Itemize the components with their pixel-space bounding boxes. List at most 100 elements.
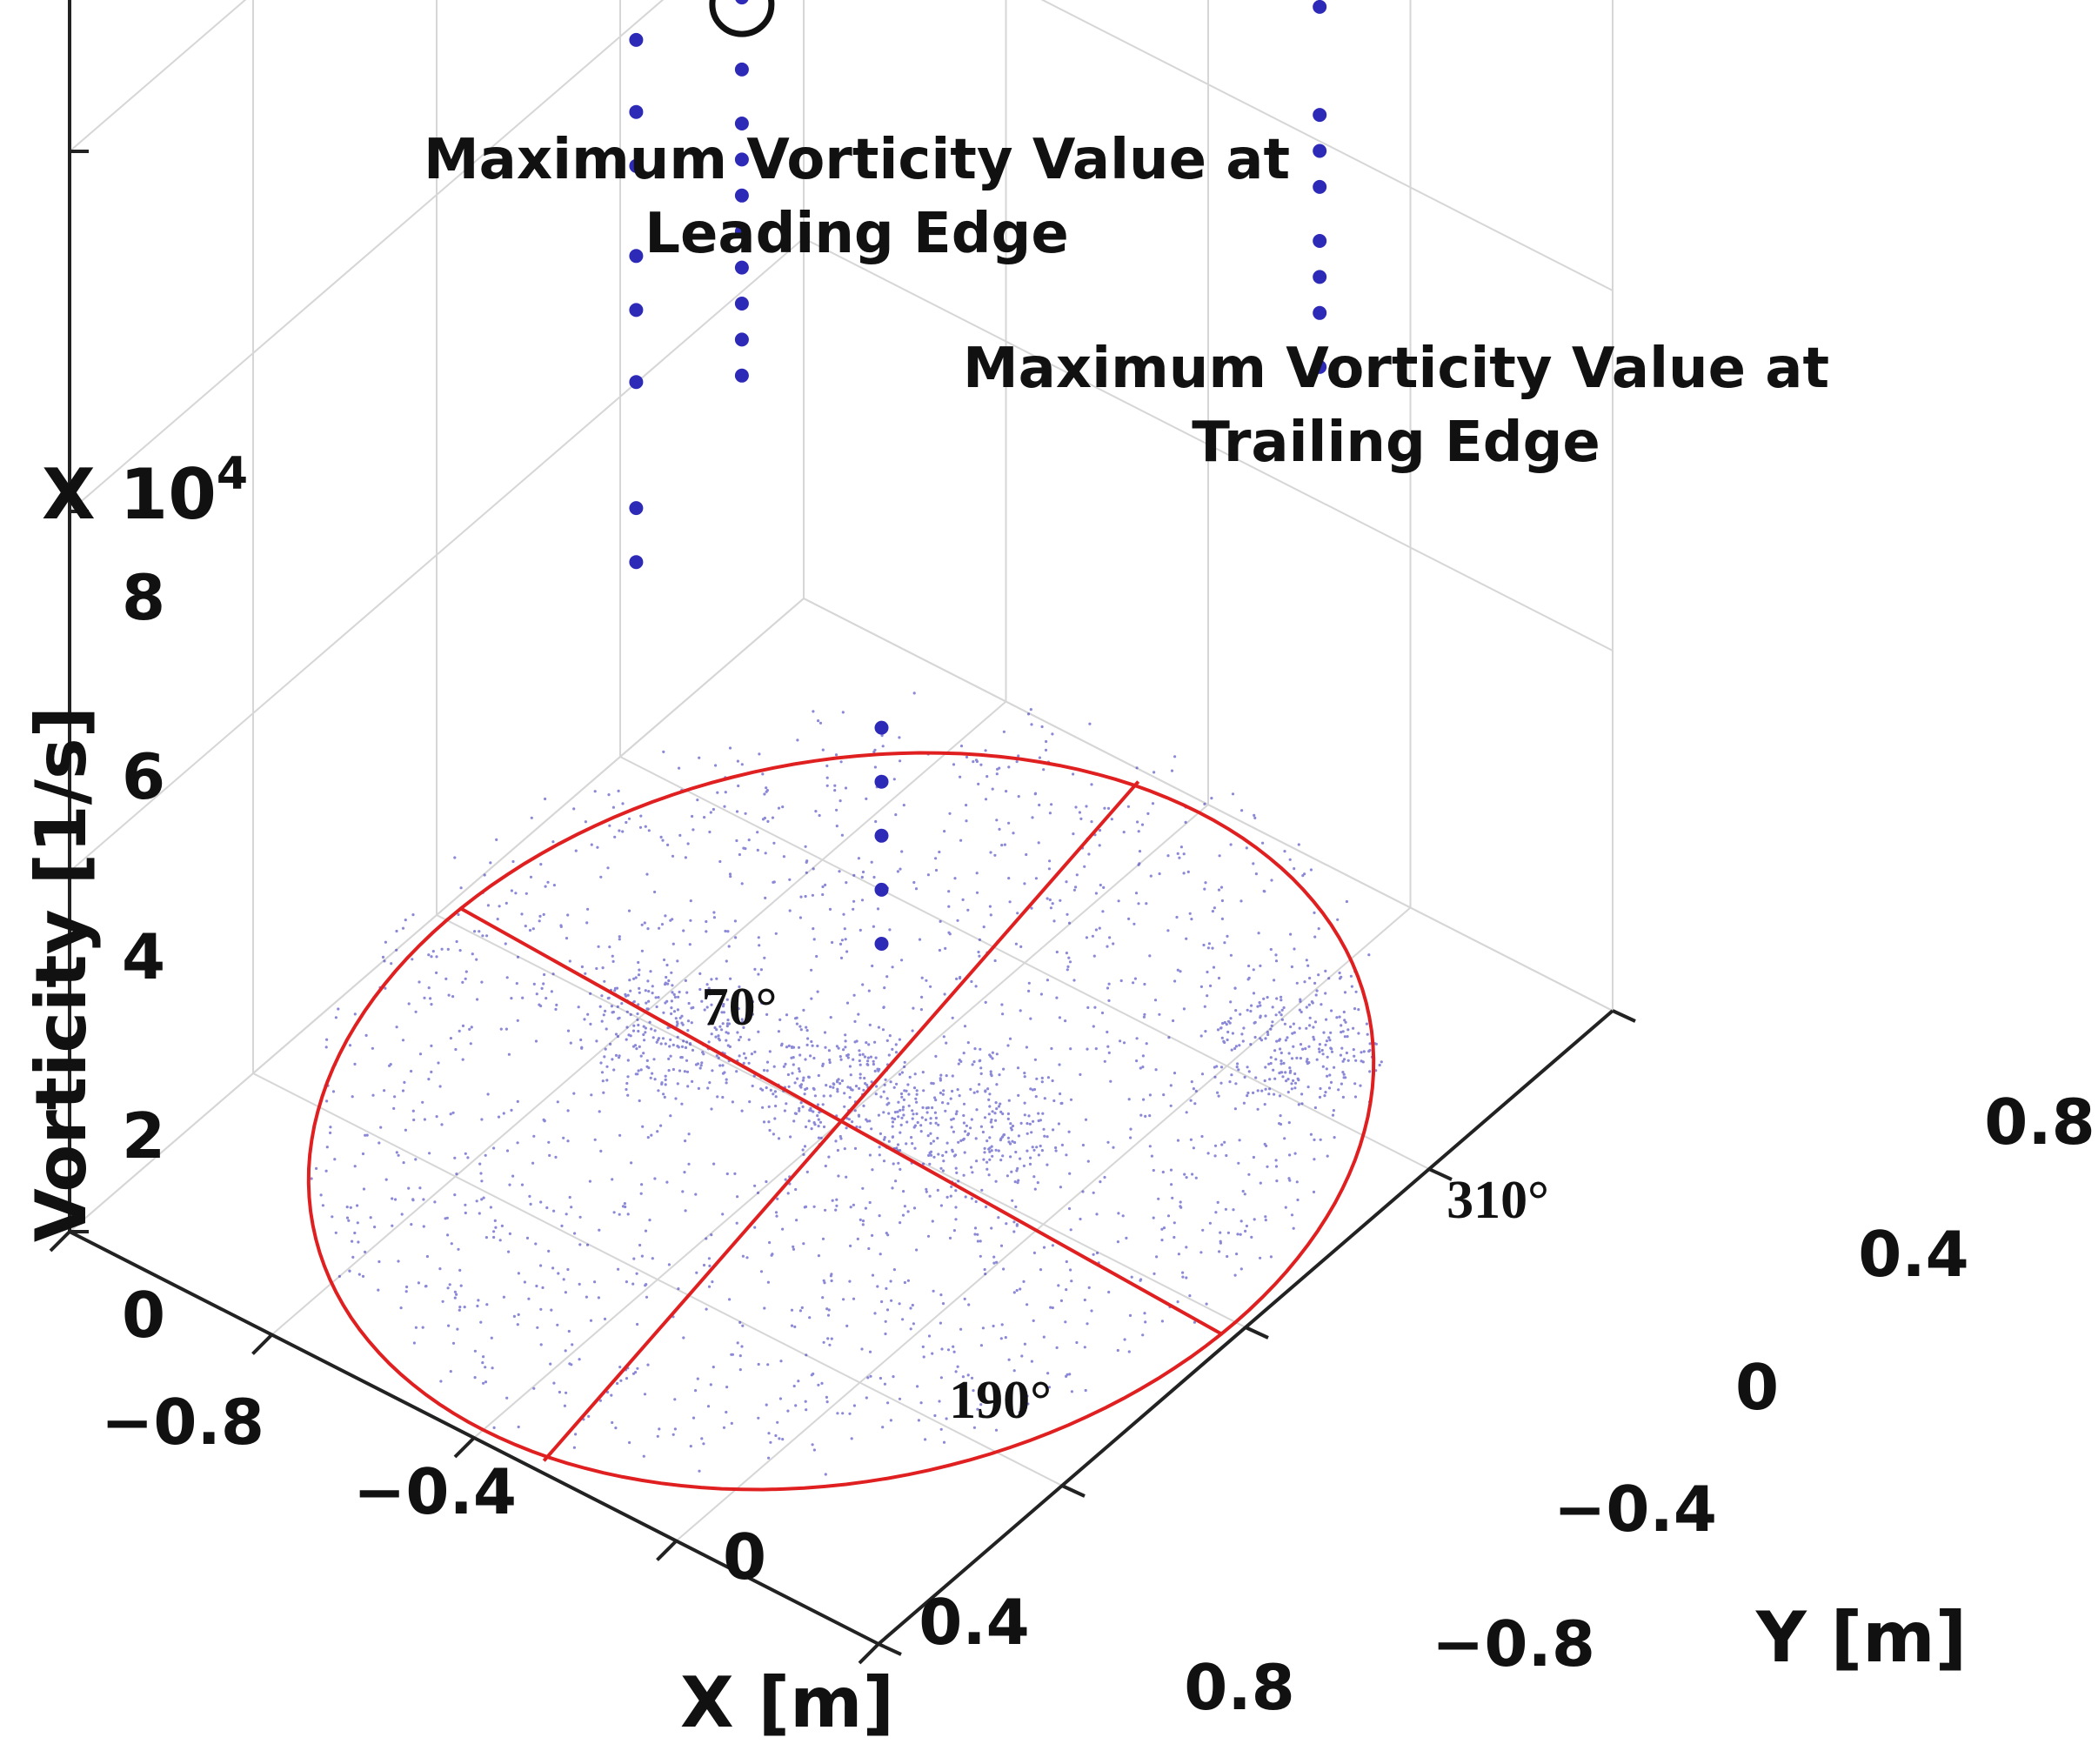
cloud-point [481, 1361, 484, 1365]
cloud-point [1173, 1235, 1176, 1239]
cloud-point [799, 1101, 803, 1105]
cloud-point [579, 1038, 583, 1042]
cloud-point [678, 833, 682, 838]
cloud-point [1343, 1035, 1346, 1039]
cloud-point [457, 1247, 460, 1251]
cloud-point [464, 1152, 467, 1155]
cloud-point [1006, 1117, 1010, 1120]
cloud-point [1228, 1080, 1232, 1084]
cloud-point [1219, 1231, 1222, 1234]
cloud-point [983, 1267, 986, 1272]
cloud-point [891, 1135, 895, 1139]
cloud-point [1342, 1010, 1346, 1014]
cloud-point [840, 1079, 845, 1083]
cloud-point [689, 1445, 692, 1448]
cloud-point [438, 1267, 442, 1271]
cloud-point [1274, 1159, 1278, 1162]
cloud-point [884, 1078, 887, 1081]
cloud-point [721, 1005, 725, 1008]
cloud-point [824, 1208, 827, 1212]
cloud-point [883, 1136, 886, 1139]
cloud-point [1026, 1149, 1029, 1153]
cloud-point [1122, 831, 1126, 834]
cloud-point [646, 979, 650, 983]
cloud-point [966, 1041, 970, 1045]
cloud-point [789, 1135, 792, 1139]
cloud-point [523, 1280, 527, 1284]
cloud-point [763, 1306, 766, 1310]
cloud-point [911, 1117, 914, 1120]
cloud-point [886, 1233, 890, 1237]
cloud-point [751, 1012, 755, 1016]
cloud-point [887, 1112, 891, 1115]
cloud-point [1160, 1227, 1164, 1231]
cloud-point [510, 997, 513, 1000]
cloud-point [660, 923, 665, 926]
cloud-point [744, 812, 747, 815]
cloud-point [932, 1082, 935, 1086]
cloud-point [813, 1094, 818, 1098]
cloud-point [1293, 1072, 1297, 1076]
cloud-point [682, 1039, 685, 1043]
angle-label-310: 310° [1447, 1171, 1549, 1230]
cloud-point [892, 778, 896, 781]
cloud-point [715, 1054, 718, 1058]
cloud-point [1239, 1267, 1243, 1271]
cloud-point [673, 1427, 678, 1431]
cloud-point [1275, 1039, 1279, 1043]
cloud-point [646, 927, 650, 931]
cloud-point [695, 1271, 698, 1274]
cloud-point [893, 1111, 897, 1114]
cloud-point [825, 784, 829, 787]
cloud-point [949, 1097, 952, 1100]
cloud-point [1266, 1165, 1269, 1168]
cloud-point [999, 1244, 1004, 1247]
cloud-point [1039, 992, 1043, 996]
cloud-point [1230, 1048, 1233, 1052]
cloud-point [411, 958, 414, 961]
cloud-point [482, 1196, 485, 1199]
cloud-point [1289, 932, 1293, 936]
cloud-point [1072, 772, 1075, 776]
cloud-point [952, 1350, 956, 1353]
cloud-point [802, 1008, 805, 1012]
cloud-point [610, 1393, 613, 1397]
cloud-point [1091, 934, 1094, 938]
cloud-point [489, 861, 492, 865]
cloud-point [598, 1110, 601, 1113]
cloud-point [1254, 872, 1258, 876]
cloud-point [1048, 859, 1052, 863]
cloud-point [730, 1421, 733, 1425]
cloud-point [1193, 1102, 1197, 1106]
cloud-point [524, 925, 527, 928]
cloud-point [1216, 1091, 1219, 1094]
cloud-point [525, 1236, 530, 1239]
cloud-point [664, 1083, 667, 1086]
cloud-point [1035, 1077, 1039, 1080]
cloud-point [1268, 1078, 1272, 1081]
cloud-point [571, 1343, 574, 1346]
cloud-point [1094, 1047, 1098, 1051]
cloud-point [678, 1069, 682, 1072]
cloud-point [684, 1046, 688, 1049]
cloud-point [655, 1040, 658, 1044]
cloud-point [690, 1021, 693, 1025]
cloud-point [1148, 1093, 1152, 1097]
cloud-point [401, 1089, 405, 1092]
cloud-point [769, 1088, 772, 1092]
cloud-point [1340, 1082, 1343, 1086]
cloud-point [1069, 1047, 1072, 1051]
cloud-point [423, 996, 426, 999]
cloud-point [1034, 877, 1038, 880]
cloud-point [325, 1146, 329, 1149]
cloud-point [866, 1056, 871, 1059]
cloud-point [859, 1063, 862, 1066]
cloud-point [1185, 1176, 1188, 1179]
cloud-point [925, 1187, 928, 1191]
cloud-point [528, 1194, 531, 1198]
cloud-point [574, 849, 578, 852]
cloud-point [974, 1199, 978, 1204]
cloud-point [621, 830, 625, 833]
cloud-point [492, 1235, 496, 1239]
cloud-point [1293, 1081, 1298, 1085]
